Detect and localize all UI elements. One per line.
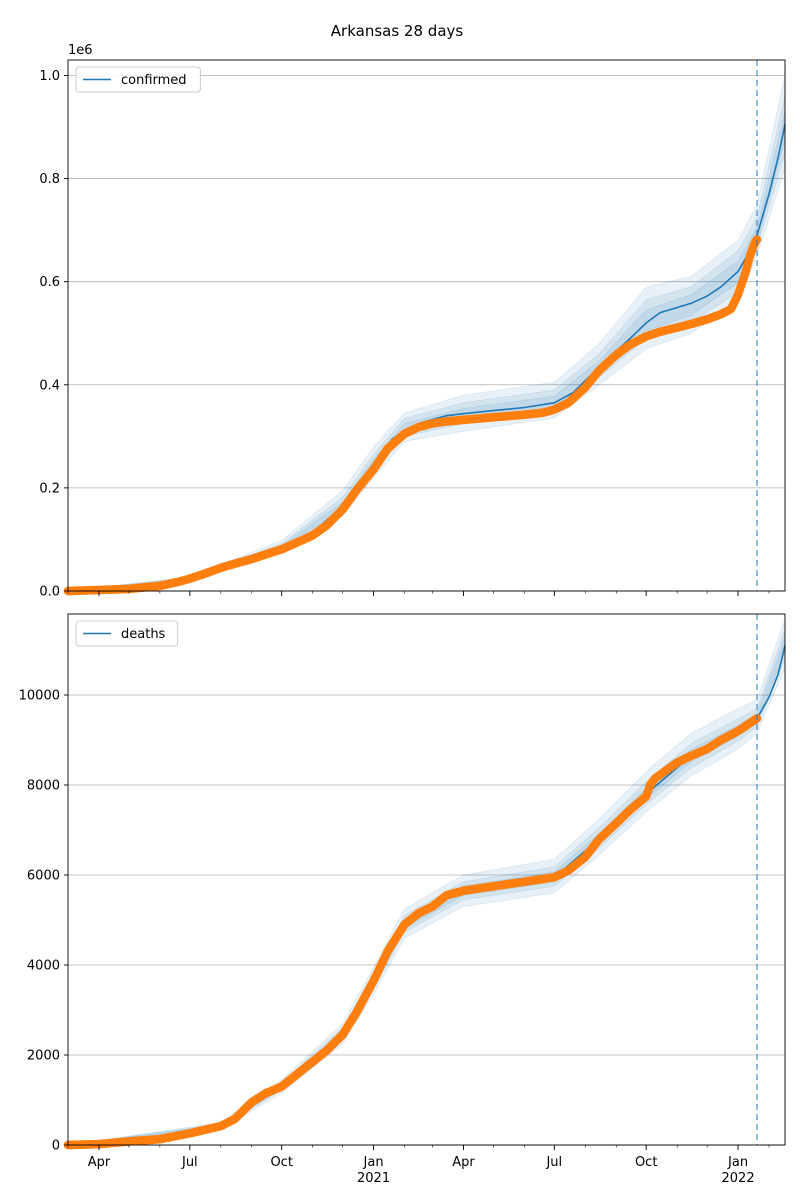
uncertainty-band-2 (67, 637, 786, 1146)
panel-confirmed: 0.0 0.2 0.4 0.6 0.8 1.0 1e6 confirmed (39, 43, 786, 600)
axes-frame (67, 613, 786, 1146)
y-tick-label: 0.4 (39, 378, 60, 393)
observed-points (63, 714, 762, 1150)
axes-frame (67, 59, 786, 592)
x-tick-year-label: 2021 (357, 1171, 390, 1186)
y-tick-label: 0.6 (39, 275, 60, 290)
uncertainty-band-1 (67, 629, 786, 1146)
x-tick-label: Jan (363, 1155, 384, 1170)
legend-label: confirmed (121, 73, 187, 88)
x-tick-label: Jul (181, 1155, 198, 1170)
y-tick-label: 0.2 (39, 481, 60, 496)
x-tick-label: Jan (727, 1155, 748, 1170)
x-tick-label: Apr (88, 1155, 111, 1170)
x-tick-label: Oct (270, 1155, 292, 1170)
legend-box (75, 620, 179, 647)
model-line (67, 645, 786, 1146)
x-tick-year-label: 2022 (722, 1171, 755, 1186)
uncertainty-band-0 (67, 618, 786, 1146)
y-tick-label: 4000 (27, 959, 60, 974)
y-tick-label: 0.8 (39, 172, 60, 187)
y-tick-label: 2000 (27, 1049, 60, 1064)
uncertainty-band-0 (67, 75, 786, 592)
y-tick-label: 0 (52, 1139, 60, 1154)
legend: deaths (75, 620, 179, 647)
legend: confirmed (75, 66, 201, 93)
observed-point (752, 235, 762, 244)
legend-box (75, 66, 201, 93)
chart-title: Arkansas 28 days (331, 22, 464, 40)
uncertainty-band-1 (67, 96, 786, 592)
x-tick-label: Jul (545, 1155, 562, 1170)
x-tick-label: Oct (635, 1155, 657, 1170)
y-offset-label: 1e6 (68, 43, 93, 58)
uncertainty-band-2 (67, 111, 786, 592)
y-tick-label: 6000 (27, 869, 60, 884)
model-line (67, 124, 786, 592)
y-tick-label: 10000 (19, 689, 60, 704)
panels-layer: 0.0 0.2 0.4 0.6 0.8 1.0 1e6 confirmed 0 2000 4000 6… (19, 43, 786, 1186)
y-tick-label: 8000 (27, 779, 60, 794)
x-tick-label: Apr (452, 1155, 475, 1170)
y-tick-label: 1.0 (39, 69, 60, 84)
y-tick-label: 0.0 (39, 585, 60, 600)
legend-label: deaths (121, 627, 166, 642)
